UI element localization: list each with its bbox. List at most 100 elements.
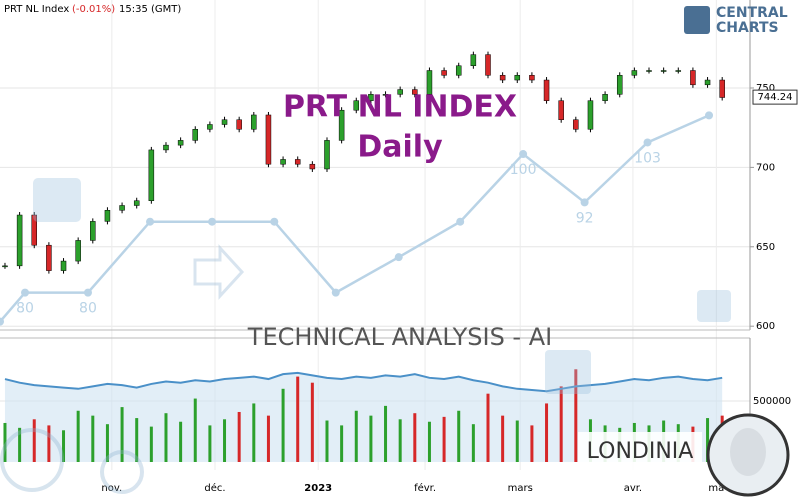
volume-bar xyxy=(706,418,710,462)
volume-bar xyxy=(296,376,300,462)
indicator-point xyxy=(146,217,155,226)
candle xyxy=(719,79,725,98)
icon xyxy=(545,350,591,394)
instrument: PRT NL Index xyxy=(4,4,69,15)
candle xyxy=(704,79,711,86)
y-tick-label: 750 xyxy=(756,83,775,94)
candle xyxy=(485,54,491,76)
logo-text: CHARTS xyxy=(716,20,779,36)
candle xyxy=(46,244,52,271)
x-tick-label: mars xyxy=(508,483,533,494)
volume-bar xyxy=(62,430,66,462)
candle xyxy=(675,70,682,72)
candle xyxy=(192,129,199,141)
volume-bar xyxy=(208,425,212,462)
y-tick-label: 600 xyxy=(756,321,775,332)
volume-bar xyxy=(515,420,519,462)
candle xyxy=(31,214,38,246)
x-tick-label: ma xyxy=(708,483,724,494)
volume-bar xyxy=(3,422,7,462)
indicator-label: 80 xyxy=(16,301,34,317)
candle xyxy=(412,89,418,95)
volume-bar xyxy=(193,398,197,462)
volume-bar xyxy=(325,420,329,462)
candle xyxy=(280,159,286,165)
volume-bar xyxy=(384,405,388,462)
arrow-icon xyxy=(193,244,245,300)
candle xyxy=(309,163,316,170)
change: (-0.01%) xyxy=(72,4,115,15)
candle xyxy=(324,140,330,170)
volume-bar xyxy=(310,382,314,462)
volume-bar xyxy=(252,403,256,462)
candle xyxy=(119,205,125,211)
volume-tick-label: 500000 xyxy=(753,396,791,407)
volume-bar xyxy=(413,413,417,462)
x-tick-label: nov. xyxy=(101,483,122,494)
candle xyxy=(148,149,155,201)
candle xyxy=(338,109,345,141)
volume-bar xyxy=(398,419,402,462)
volume-bar xyxy=(135,418,139,462)
candle xyxy=(60,260,67,271)
volume-bar xyxy=(120,407,124,462)
volume-bar xyxy=(47,425,51,462)
volume-ma-line xyxy=(4,371,723,393)
candle xyxy=(616,75,623,95)
watermark-analysis: TECHNICAL ANALYSIS - AI xyxy=(247,323,552,351)
indicator-point xyxy=(270,217,279,226)
candle xyxy=(558,100,564,120)
candle xyxy=(573,119,579,130)
candle xyxy=(382,94,389,96)
candle xyxy=(163,144,169,151)
volume-bar xyxy=(559,386,563,462)
candle xyxy=(499,75,506,81)
candle xyxy=(441,70,447,76)
volume-bar xyxy=(545,403,549,462)
logo-text: CENTRAL xyxy=(716,5,788,21)
candle xyxy=(353,100,360,111)
candle xyxy=(514,75,521,81)
volume-bar xyxy=(340,425,344,462)
indicator-point xyxy=(394,253,403,262)
candle xyxy=(455,65,462,76)
indicator-point xyxy=(0,317,4,326)
x-tick-label: déc. xyxy=(204,482,225,494)
candle xyxy=(265,114,272,165)
candle xyxy=(646,70,652,72)
indicator-point xyxy=(83,288,92,297)
candle xyxy=(177,140,184,146)
avatar-face xyxy=(730,428,766,476)
indicator-label: 92 xyxy=(576,210,594,226)
candle xyxy=(426,70,433,95)
volume-bar xyxy=(179,421,183,462)
volume-bar xyxy=(76,410,80,462)
volume-bar xyxy=(501,415,505,462)
candle xyxy=(368,94,374,101)
y-tick-label: 700 xyxy=(756,162,775,173)
candle xyxy=(690,70,696,86)
volume-bar xyxy=(427,421,431,462)
volume-bar xyxy=(237,411,241,462)
last-price-label: 744.24 xyxy=(758,92,793,103)
indicator-point xyxy=(519,150,528,159)
icon xyxy=(697,290,731,322)
candle xyxy=(660,70,667,72)
x-tick-label: 2023 xyxy=(304,483,332,494)
indicator-point xyxy=(208,217,217,226)
logo-mark xyxy=(684,6,710,34)
indicator-label: 103 xyxy=(634,150,661,166)
volume-bar xyxy=(91,415,95,462)
candle xyxy=(397,89,403,95)
indicator-point xyxy=(456,217,465,226)
candle xyxy=(543,79,550,101)
y-tick-label: 650 xyxy=(756,242,775,253)
indicator-point xyxy=(643,138,652,147)
volume-bar xyxy=(223,419,227,462)
icon xyxy=(0,428,64,492)
indicator-label: 80 xyxy=(79,301,97,317)
watermark-title: PRT NL INDEX xyxy=(283,90,517,125)
x-tick-label: avr. xyxy=(624,483,642,494)
volume-bar xyxy=(471,424,475,462)
